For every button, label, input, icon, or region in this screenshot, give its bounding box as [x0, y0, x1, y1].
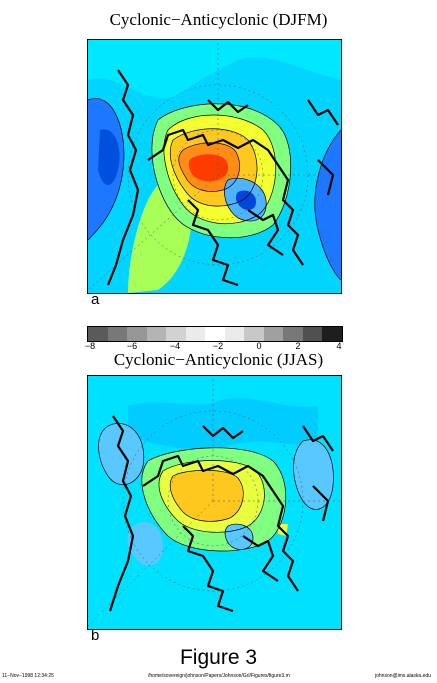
panel-a-contours — [88, 98, 341, 281]
panel-b-blue-right — [293, 439, 334, 510]
colorbar-swatch — [88, 327, 108, 341]
figure-caption: Figure 3 — [179, 646, 258, 669]
panel-b-label: b — [91, 627, 100, 644]
panel-b-blue-left — [98, 423, 144, 485]
panel-a-title: Cyclonic−Anticyclonic (DJFM) — [109, 10, 328, 29]
colorbar-swatch — [302, 327, 323, 341]
panel-a-map — [87, 39, 342, 294]
colorbar-swatch — [127, 327, 147, 341]
colorbar-swatch — [185, 327, 206, 341]
panel-a-deep-blue-left — [98, 129, 120, 185]
panel-a-coastlines — [106, 69, 339, 287]
panel-a-label: a — [91, 291, 100, 308]
panel-b-blue-lower-left — [127, 522, 163, 566]
panel-a-red-core — [188, 154, 229, 182]
colorbar-tick: −6 — [126, 341, 138, 351]
colorbar-tick: −2 — [212, 341, 224, 351]
colorbar-tick: −4 — [169, 341, 181, 351]
colorbar-swatch — [224, 327, 245, 341]
colorbar-tick: 4 — [336, 341, 342, 351]
colorbar-swatch — [107, 327, 128, 341]
colorbar-tick: −8 — [84, 341, 96, 351]
panel-b-orange-core — [170, 470, 244, 522]
panel-a-blue-low-core — [235, 190, 256, 210]
footer-path: /home/sovereign/johnson/Papers/Johnson/G… — [148, 673, 290, 679]
colorbar-swatch — [146, 327, 167, 341]
panel-b-map — [87, 375, 342, 630]
footer-email: johnson@ims.alaska.edu — [375, 673, 431, 679]
colorbar-swatch — [205, 327, 225, 341]
panel-b-title: Cyclonic−Anticyclonic (JJAS) — [113, 350, 324, 369]
colorbar-swatch — [263, 327, 284, 341]
colorbar-swatch — [322, 327, 342, 341]
colorbar-tick: 0 — [256, 341, 262, 351]
footer-date: 11−Nov−1998 12:34:25 — [2, 673, 54, 679]
panel-b-gridlines — [88, 376, 341, 627]
colorbar-swatch — [283, 327, 303, 341]
colorbar — [87, 326, 343, 342]
panel-b-blue-low — [225, 524, 253, 550]
colorbar-tick: 2 — [295, 341, 301, 351]
colorbar-swatch — [244, 327, 264, 341]
panel-a-gridlines — [88, 40, 341, 291]
colorbar-swatch — [166, 327, 186, 341]
panel-b-cyan-band — [128, 398, 318, 450]
panel-a-blue-right — [314, 130, 341, 280]
